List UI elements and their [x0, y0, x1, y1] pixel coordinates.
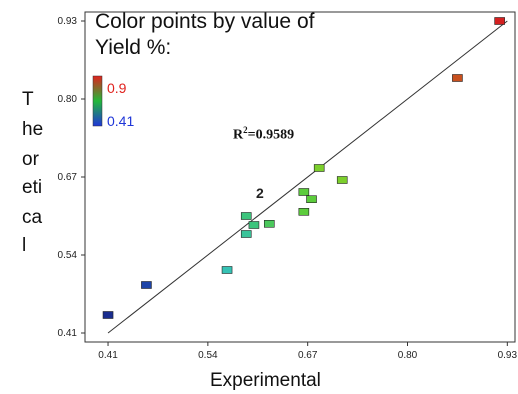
legend-min-label: 0.41	[107, 113, 135, 129]
data-point	[240, 230, 252, 238]
x-tick-label: 0.67	[298, 350, 318, 361]
data-point	[221, 266, 233, 274]
data-point	[263, 220, 275, 228]
y-tick-label: 0.93	[58, 16, 78, 27]
legend-color-bar	[92, 75, 103, 127]
legend-title: Color points by value of Yield %:	[95, 10, 315, 59]
y-tick-label: 0.67	[58, 172, 78, 183]
x-axis-label: Experimental	[210, 370, 321, 391]
y-axis-label-part: he	[22, 119, 44, 140]
data-point	[141, 281, 152, 289]
data-point	[494, 17, 505, 25]
data-point	[306, 195, 317, 203]
data-point	[452, 74, 463, 82]
y-tick-label: 0.54	[58, 250, 78, 261]
y-axis-label-part: l	[22, 235, 27, 256]
y-tick-label: 0.80	[58, 94, 78, 105]
data-point	[298, 208, 310, 216]
r2-value: =0.9589	[247, 127, 295, 143]
y-axis-label-part: T	[22, 89, 34, 110]
x-tick-label: 0.93	[498, 350, 518, 361]
r2-prefix: R	[233, 127, 244, 143]
data-point	[298, 188, 310, 196]
legend-max-label: 0.9	[107, 80, 127, 96]
r-squared-annotation: R2=0.9589	[233, 125, 294, 144]
x-tick-label: 0.54	[198, 350, 218, 361]
x-tick-label: 0.41	[98, 350, 118, 361]
y-tick-label: 0.41	[58, 328, 78, 339]
y-axis-label-part: or	[22, 149, 39, 170]
r2-superscript: 2	[243, 125, 248, 135]
data-point	[240, 212, 252, 220]
x-tick-label: 0.80	[398, 350, 418, 361]
data-point	[102, 311, 114, 319]
data-point	[248, 221, 260, 229]
data-point	[313, 164, 325, 172]
y-axis-label-part: ca	[22, 207, 43, 228]
fit-line	[107, 20, 508, 334]
plot-frame	[84, 11, 516, 343]
duplicate-point-marker: 2	[256, 185, 264, 201]
data-point	[336, 176, 348, 184]
y-axis-label-part: eti	[22, 177, 43, 198]
